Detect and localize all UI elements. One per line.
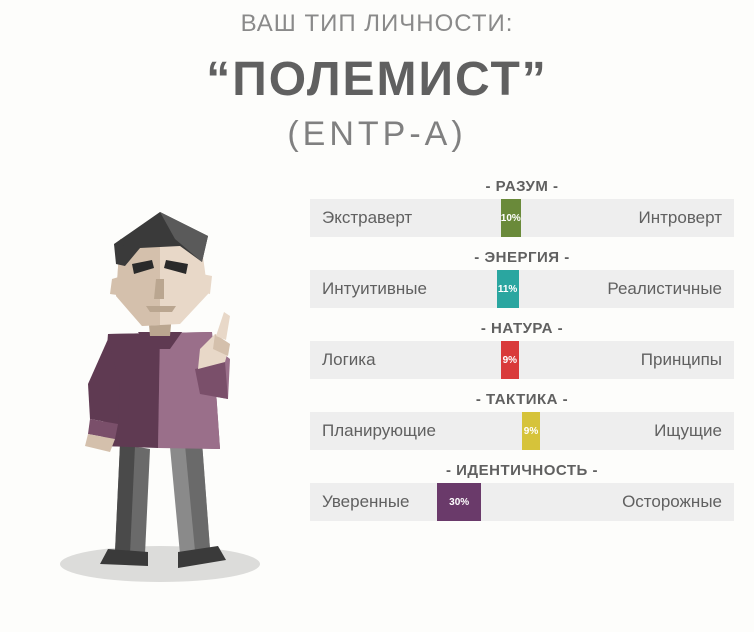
trait-row: - ЭНЕРГИЯ - Интуитивные Реалистичные 11%: [310, 249, 734, 308]
trait-bar: Планирующие Ищущие 9%: [310, 412, 734, 450]
trait-left-label: Экстраверт: [322, 208, 412, 228]
trait-percent: 11%: [498, 284, 517, 295]
trait-percent: 10%: [501, 213, 521, 224]
trait-indicator: 11%: [497, 270, 519, 308]
personality-type-title: “ПОЛЕМИСТ”: [0, 52, 754, 107]
trait-right-label: Ищущие: [654, 421, 722, 441]
trait-percent: 30%: [449, 497, 469, 508]
trait-row: - ТАКТИКА - Планирующие Ищущие 9%: [310, 391, 734, 450]
trait-left-label: Планирующие: [322, 421, 436, 441]
trait-bar: Экстраверт Интроверт 10%: [310, 199, 734, 237]
trait-bar: Интуитивные Реалистичные 11%: [310, 270, 734, 308]
trait-bar: Уверенные Осторожные 30%: [310, 483, 734, 521]
trait-left-label: Интуитивные: [322, 279, 427, 299]
trait-bar: Логика Принципы 9%: [310, 341, 734, 379]
trait-right-label: Принципы: [641, 350, 722, 370]
personality-type-code: (ENTP-A): [0, 115, 754, 154]
trait-percent: 9%: [503, 355, 517, 366]
avatar-column: [0, 174, 310, 533]
trait-row: - НАТУРА - Логика Принципы 9%: [310, 320, 734, 379]
trait-indicator: 9%: [522, 412, 540, 450]
trait-title: - ЭНЕРГИЯ -: [310, 249, 734, 266]
trait-indicator: 9%: [501, 341, 519, 379]
trait-left-label: Логика: [322, 350, 376, 370]
trait-row: - ИДЕНТИЧНОСТЬ - Уверенные Осторожные 30%: [310, 462, 734, 521]
trait-title: - ИДЕНТИЧНОСТЬ -: [310, 462, 734, 479]
trait-indicator: 30%: [437, 483, 481, 521]
trait-percent: 9%: [524, 426, 538, 437]
trait-indicator: 10%: [501, 199, 521, 237]
avatar-icon: [30, 184, 290, 584]
trait-title: - НАТУРА -: [310, 320, 734, 337]
trait-left-label: Уверенные: [322, 492, 410, 512]
trait-title: - РАЗУМ -: [310, 178, 734, 195]
content: - РАЗУМ - Экстраверт Интроверт 10% - ЭНЕРГИЯ…: [0, 174, 754, 533]
trait-row: - РАЗУМ - Экстраверт Интроверт 10%: [310, 178, 734, 237]
traits-column: - РАЗУМ - Экстраверт Интроверт 10% - ЭНЕРГИЯ…: [310, 174, 754, 533]
trait-right-label: Интроверт: [639, 208, 722, 228]
trait-right-label: Осторожные: [622, 492, 722, 512]
pretitle: ВАШ ТИП ЛИЧНОСТИ:: [0, 10, 754, 38]
trait-title: - ТАКТИКА -: [310, 391, 734, 408]
header: ВАШ ТИП ЛИЧНОСТИ: “ПОЛЕМИСТ” (ENTP-A): [0, 0, 754, 154]
trait-right-label: Реалистичные: [607, 279, 722, 299]
